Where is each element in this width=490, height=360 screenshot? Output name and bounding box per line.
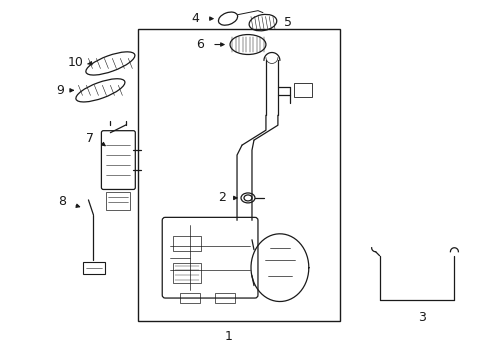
Bar — [83, 262, 105, 274]
Text: 7: 7 — [86, 132, 95, 145]
Text: 5: 5 — [284, 16, 292, 29]
Text: 6: 6 — [196, 38, 204, 51]
Text: 2: 2 — [218, 192, 226, 204]
Text: 4: 4 — [191, 12, 199, 25]
Text: 1: 1 — [225, 330, 233, 343]
Text: 8: 8 — [58, 195, 67, 208]
Bar — [215, 293, 235, 303]
Bar — [138, 28, 340, 321]
Ellipse shape — [244, 195, 252, 201]
Bar — [294, 84, 312, 97]
Bar — [106, 193, 130, 210]
Bar — [173, 263, 201, 283]
Text: 9: 9 — [56, 84, 65, 97]
Bar — [180, 293, 200, 303]
Text: 10: 10 — [68, 56, 83, 69]
Bar — [173, 236, 201, 251]
Text: 3: 3 — [418, 311, 426, 324]
